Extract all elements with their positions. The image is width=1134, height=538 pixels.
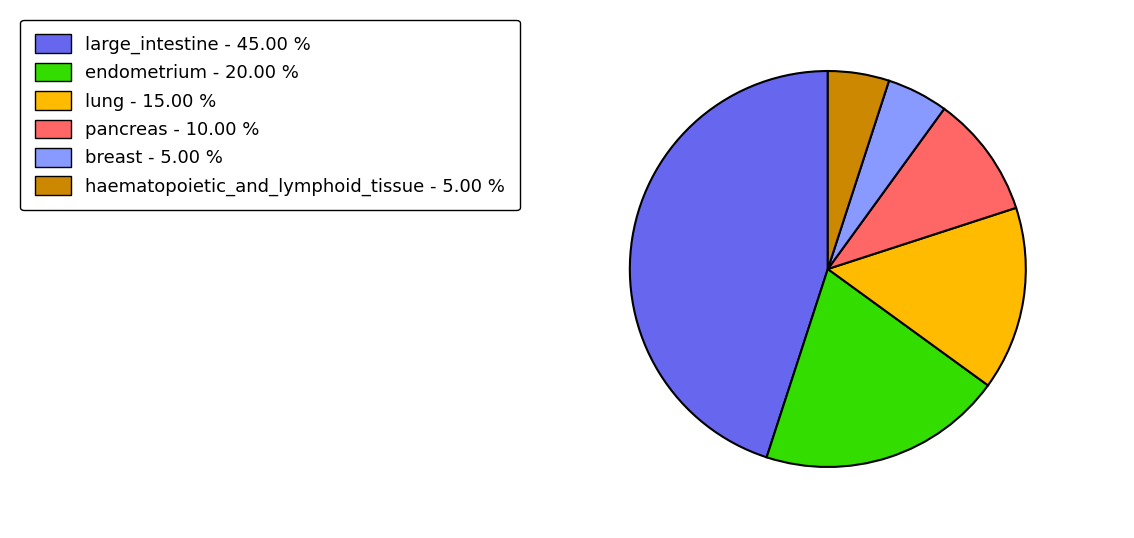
Wedge shape xyxy=(828,71,889,269)
Wedge shape xyxy=(828,81,945,269)
Wedge shape xyxy=(828,208,1026,385)
Wedge shape xyxy=(828,109,1016,269)
Legend: large_intestine - 45.00 %, endometrium - 20.00 %, lung - 15.00 %, pancreas - 10.: large_intestine - 45.00 %, endometrium -… xyxy=(20,20,519,210)
Wedge shape xyxy=(767,269,988,467)
Wedge shape xyxy=(629,71,828,457)
